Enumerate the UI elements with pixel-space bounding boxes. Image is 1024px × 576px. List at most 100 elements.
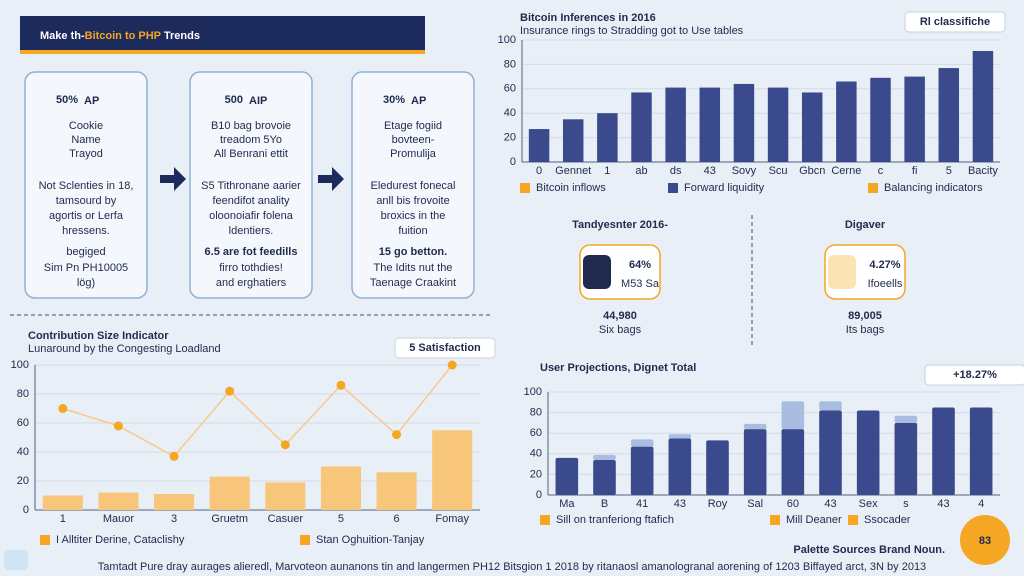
title-highlight: Bitcoin to PHP [85,30,161,42]
bar-segment [593,454,616,460]
bar-segment [593,459,616,495]
point [280,440,290,450]
point [392,430,402,440]
x-tick-label: 43 [674,498,686,510]
x-tick-label: Ma [559,498,575,510]
card-body: oloonoiafir folena [209,210,294,222]
stat-badge-sub: Ifoeells [868,278,903,290]
legend-label: Sill on tranferiong ftafich [556,514,674,526]
bar [432,430,473,510]
card-intro: Trayod [69,148,103,160]
card-body: Eledurest fonecal [371,180,456,192]
stat-badge-sub: M53 Sa [621,278,660,290]
x-tick-label: 60 [787,498,799,510]
bar [562,119,584,162]
x-tick-label: Bacity [968,165,998,177]
bar [631,92,652,162]
chart-title: Contribution Size Indicator [28,330,169,342]
card-body: ldentiers. [229,225,274,237]
bar [98,492,139,510]
legend-swatch [868,183,878,193]
x-tick-label: 5 [338,513,344,525]
bar [665,87,686,162]
stat-icon [583,255,611,289]
chart-subtitle: Insurance rings to Stradding got to Use … [520,25,744,37]
stat-badge-value: 64% [629,259,651,271]
bar [699,87,721,162]
x-tick-label: Casuer [268,513,304,525]
bar [154,494,195,510]
y-tick-label: 40 [17,446,29,458]
bar [767,87,789,162]
y-tick-label: 40 [530,448,542,460]
title-pre: Make th- [40,30,85,42]
card-body: feendifot anality [212,195,290,207]
card-outro: firro tothdies! [219,262,283,274]
card-body: tamsourd by [56,195,117,207]
bar [972,50,994,163]
card-intro: bovteen- [392,134,435,146]
legend-label: Bitcoin inflows [536,182,606,194]
score-circle [960,515,1010,565]
bar [528,129,550,162]
chart-badge [924,364,1024,386]
y-tick-label: 60 [17,417,29,429]
bar-segment [856,410,880,495]
legend-label: Mill Deaner [786,514,842,526]
stat-icon [828,255,856,289]
legend-swatch [848,515,858,525]
card-body: fuition [398,225,427,237]
bar-segment [668,438,692,495]
y-tick-label: 60 [530,427,542,439]
card [351,71,475,299]
bar [836,81,857,162]
bar-segment [969,407,993,495]
title-underline [20,50,425,54]
bar-segment [555,457,579,495]
card-body: S5 Tithronane aarier [201,180,301,192]
card-outro: Taenage Craakint [370,277,456,289]
bar [801,92,823,162]
card-note: 6.5 are fot feedills [205,246,298,258]
chart-badge-text: 5 Satisfaction [409,342,481,354]
x-tick-label: B [601,498,608,510]
x-tick-label: 1 [604,165,610,177]
card-unit: AP [411,95,426,107]
y-tick-label: 20 [530,468,542,480]
y-tick-label: 0 [536,489,542,501]
y-tick-label: 80 [17,388,29,400]
bar-segment [743,423,767,430]
x-tick-label: Mauor [103,513,135,525]
card-intro: B10 bag brovoie [211,120,291,132]
y-tick-label: 80 [530,407,542,419]
card-headline: 50% [56,94,78,106]
card-body: Not Sclenties in 18, [39,180,134,192]
card-unit: AIP [249,95,267,107]
bar [209,476,250,510]
card-body: hressens. [62,225,110,237]
x-tick-label: Sex [859,498,878,510]
card-outro: Sim Pn PH10005 [44,262,128,274]
x-tick-label: 4 [978,498,984,510]
card-unit: AP [84,95,99,107]
x-tick-label: 0 [536,165,542,177]
card-headline: 500 [225,94,243,106]
legend-swatch [540,515,550,525]
card-outro: lög) [77,277,95,289]
card-intro: All Benrani ettit [214,148,288,160]
x-tick-label: 43 [704,165,716,177]
bar-segment [668,434,692,439]
x-tick-label: Scu [769,165,788,177]
card-body: broxics in the [381,210,446,222]
bar-segment [706,440,729,495]
x-tick-label: 43 [937,498,949,510]
bar-segment [781,401,805,430]
card [189,71,313,299]
bar [938,68,960,162]
bar-segment [894,415,918,423]
x-tick-label: c [878,165,884,177]
card [24,71,148,299]
card-outro: The Idits nut the [374,262,453,274]
x-tick-label: Sovy [732,165,757,177]
legend-label: I Alltiter Derine, Cataclishy [56,534,185,546]
